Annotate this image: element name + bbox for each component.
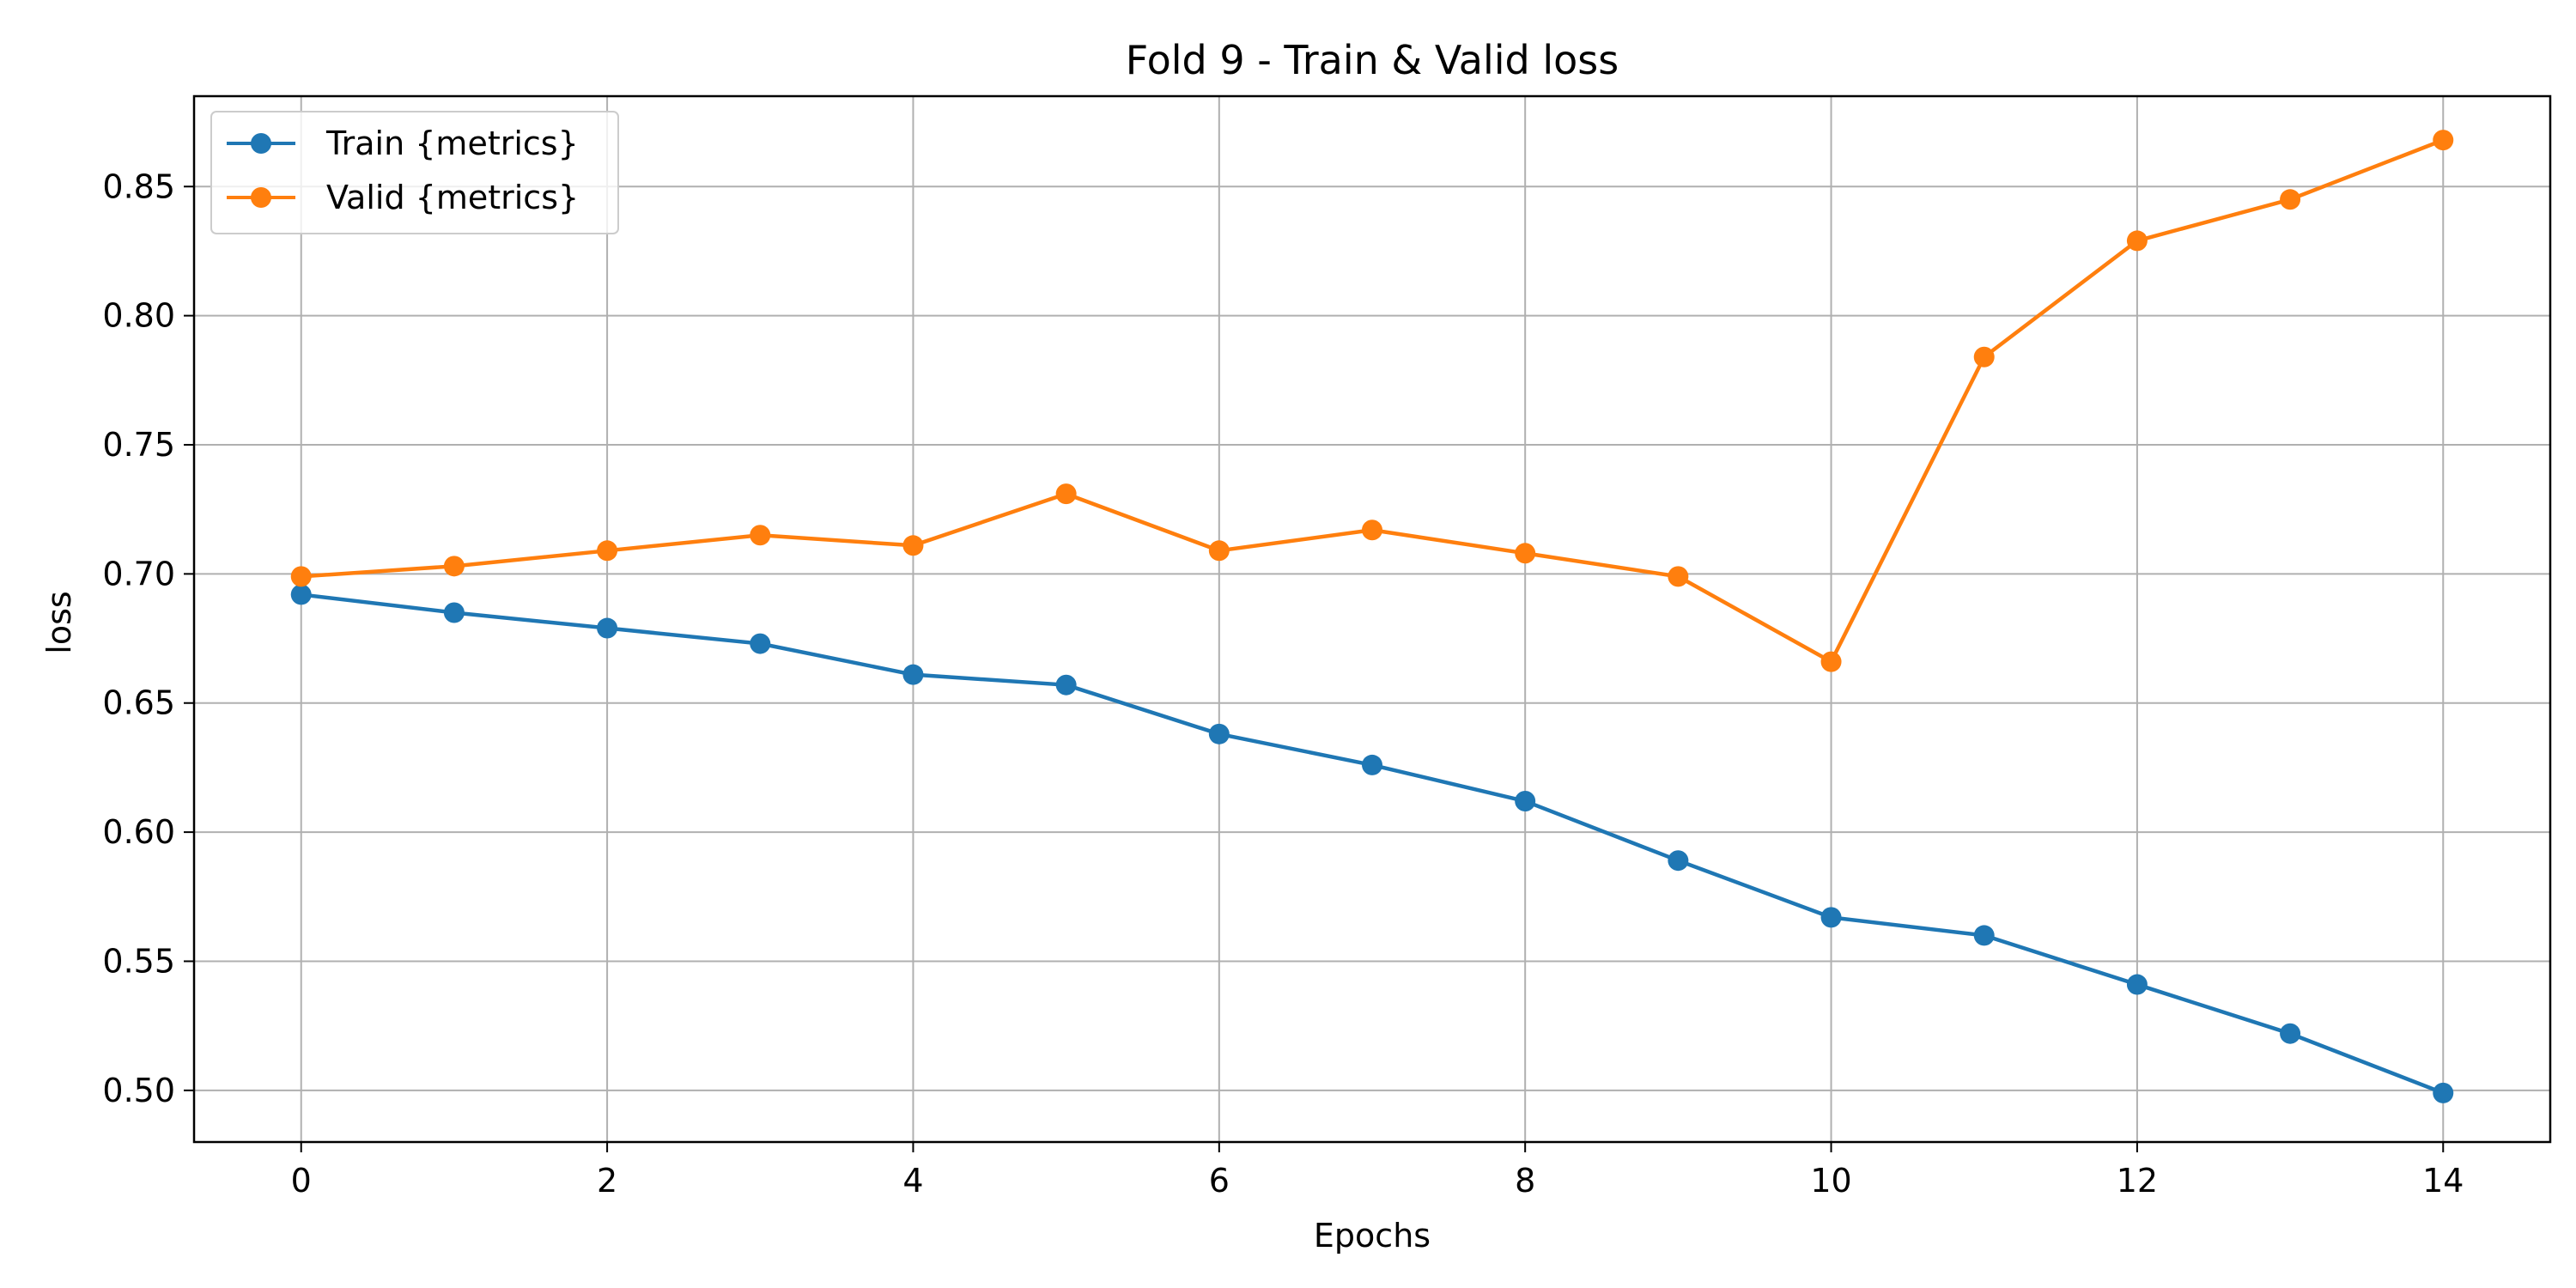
- data-point: [1208, 540, 1230, 562]
- data-point: [443, 556, 465, 577]
- data-point: [1362, 754, 1382, 775]
- data-point: [1973, 925, 1995, 946]
- y-axis-label: loss: [40, 591, 78, 653]
- plot-area-frame: [192, 94, 2552, 1144]
- data-point: [2433, 130, 2454, 151]
- data-point: [597, 540, 618, 562]
- x-tick-label: 2: [597, 1162, 617, 1200]
- axis-ticks: 0 2 4 6 8 10 12 14 0.50 0.55 0.60 0.65 0.70 0.75 0.80 0…: [102, 167, 2464, 1200]
- data-point: [902, 664, 924, 685]
- data-point: [2280, 189, 2301, 210]
- y-tick-label: 0.75: [102, 426, 175, 464]
- legend-box: [210, 111, 619, 234]
- x-axis-label: Epochs: [1314, 1217, 1431, 1255]
- legend: Train {metrics} Valid {metrics}: [210, 111, 619, 234]
- data-point: [290, 566, 312, 587]
- x-tick-label: 10: [1810, 1162, 1851, 1200]
- data-point: [1973, 346, 1995, 368]
- x-tick-label: 8: [1515, 1162, 1535, 1200]
- data-point: [902, 535, 924, 556]
- grid: [194, 96, 2550, 1142]
- y-tick-label: 0.85: [102, 167, 175, 205]
- x-tick-label: 0: [291, 1162, 312, 1200]
- legend-valid-marker: [251, 187, 271, 208]
- data-point: [1055, 483, 1077, 505]
- legend-train-label: Train {metrics}: [325, 125, 579, 162]
- data-point: [2433, 1082, 2454, 1103]
- data-point: [750, 525, 771, 546]
- y-tick-label: 0.50: [102, 1072, 175, 1109]
- chart-title: Fold 9 - Train & Valid loss: [1126, 37, 1619, 83]
- y-tick-label: 0.80: [102, 297, 175, 335]
- y-tick-label: 0.55: [102, 942, 175, 980]
- data-point: [1515, 791, 1536, 812]
- data-point: [1668, 850, 1689, 872]
- data-point: [1668, 566, 1689, 587]
- series-train: [290, 584, 2454, 1103]
- data-point: [597, 617, 618, 639]
- legend-train-marker: [251, 133, 271, 154]
- y-tick-label: 0.60: [102, 813, 175, 851]
- x-tick-label: 14: [2422, 1162, 2464, 1200]
- data-point: [1515, 543, 1536, 564]
- series-lines: [290, 130, 2454, 1103]
- data-point: [290, 584, 312, 605]
- series-valid: [290, 130, 2454, 672]
- data-point: [443, 602, 465, 623]
- data-point: [750, 633, 771, 654]
- data-point: [2126, 974, 2148, 995]
- y-tick-label: 0.70: [102, 555, 175, 592]
- data-point: [1820, 907, 1842, 928]
- x-tick-label: 4: [902, 1162, 923, 1200]
- data-point: [1362, 519, 1382, 541]
- legend-valid-label: Valid {metrics}: [326, 179, 579, 216]
- data-point: [2126, 230, 2148, 252]
- x-tick-label: 6: [1209, 1162, 1230, 1200]
- data-point: [2280, 1023, 2301, 1044]
- data-point: [1055, 674, 1077, 696]
- data-point: [1820, 651, 1842, 672]
- y-tick-label: 0.65: [102, 684, 175, 722]
- data-point: [1208, 723, 1230, 744]
- x-tick-label: 12: [2117, 1162, 2158, 1200]
